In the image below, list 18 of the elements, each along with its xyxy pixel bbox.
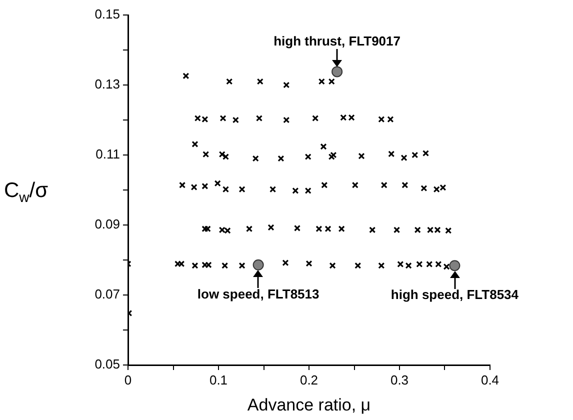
point	[332, 66, 343, 78]
y-tick-label: 0.15	[94, 6, 120, 22]
annotation: high thrust, FLT9017	[274, 33, 401, 48]
x-tick-label: 0.3	[390, 372, 409, 388]
y-tick-label: 0.13	[94, 76, 120, 92]
y-tick-label: 0.05	[94, 356, 120, 372]
annotation: high speed, FLT8534	[390, 287, 520, 302]
y-tick-label: 0.09	[94, 216, 120, 232]
x-tick-label: 0.2	[300, 372, 318, 388]
x-axis-title: Advance ratio, μ	[247, 395, 371, 414]
annotation: low speed, FLT8513	[197, 286, 320, 302]
point	[252, 259, 264, 270]
x-tick-label: 0.4	[480, 372, 500, 388]
point	[449, 260, 460, 272]
y-tick-label: 0.07	[94, 286, 120, 302]
y-tick-label: 0.11	[96, 146, 120, 162]
x-tick-label: 0	[124, 372, 132, 388]
x-tick-label: 0.1	[209, 372, 228, 388]
